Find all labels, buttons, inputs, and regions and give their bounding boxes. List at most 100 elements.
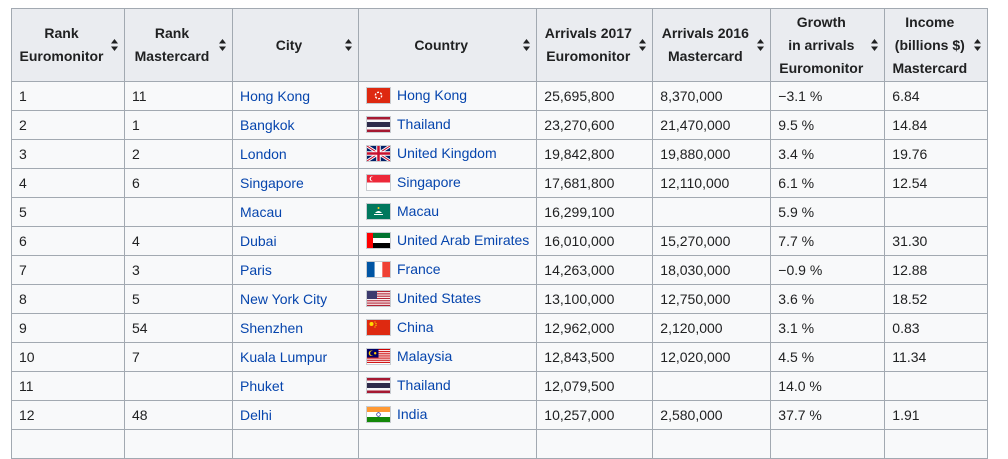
cell-growth: 4.5 % [770,342,886,372]
cell-value: 6.84 [892,88,920,104]
city-link[interactable]: Delhi [240,407,272,423]
country-link[interactable]: United Kingdom [397,145,497,161]
cell-value: 5 [132,291,140,307]
sort-icon[interactable] [344,38,353,52]
sort-icon[interactable] [973,38,982,52]
cell-rank-mc: 48 [124,400,233,430]
cell-country [357,429,538,459]
city-link[interactable]: London [240,146,287,162]
cell-income: 11.34 [884,342,989,372]
cell-city: Bangkok [232,110,359,140]
us-flag-icon [366,289,391,307]
th-flag-icon [366,115,391,133]
sort-icon[interactable] [522,38,531,52]
country-link[interactable]: Malaysia [397,348,453,364]
country-link[interactable]: China [397,319,434,335]
cell-value: 1 [19,88,27,104]
country-cell-content: Macau [366,202,440,220]
column-header-arrivals-2016[interactable]: Arrivals 2016 Mastercard [652,8,772,82]
mo-flag-icon [366,202,391,220]
column-header-rank-mastercard[interactable]: Rank Mastercard [124,8,233,82]
cell-growth: 3.1 % [770,313,886,343]
uk-flag-icon [366,144,391,162]
sort-icon[interactable] [756,38,765,52]
country-link[interactable]: United Arab Emirates [397,232,530,248]
sg-flag-icon [366,173,391,191]
column-header-label: Growth [796,13,846,30]
cell-value: 2 [132,146,140,162]
cell-value: 2 [19,117,27,133]
cell-arr2017: 14,263,000 [536,255,654,285]
column-header-city[interactable]: City [232,8,359,82]
table-row: 12 48 Delhi India 10,257,000 2,580,000 37.7 % 1… [11,400,989,430]
city-link[interactable]: Kuala Lumpur [240,349,328,365]
cell-rank-mc: 1 [124,110,233,140]
city-link[interactable]: Macau [240,204,283,220]
country-cell-content: United States [366,289,482,307]
cell-value: 12,843,500 [544,349,615,365]
table-row: 9 54 Shenzhen China 12,962,000 2,120,000 3.1 %… [11,313,989,343]
column-header-rank-euromonitor[interactable]: Rank Euromonitor [11,8,125,82]
country-link[interactable]: Macau [397,203,440,219]
column-header-growth[interactable]: Growth in arrivals Euromonitor [770,8,886,82]
cell-value: 3 [132,262,140,278]
country-cell-content: United Arab Emirates [366,231,530,249]
cell-value: 7 [132,349,140,365]
cell-income: 0.83 [884,313,989,343]
city-link[interactable]: Bangkok [240,117,295,133]
cell-city: New York City [232,284,359,314]
cell-city [232,429,359,459]
hk-flag-icon [366,86,391,104]
cell-rank-euro: 5 [11,197,125,227]
cell-value: 14.0 % [778,378,822,394]
cell-value: 16,010,000 [544,233,615,249]
cell-arr2016: 2,120,000 [652,313,772,343]
cell-rank-mc: 2 [124,139,233,169]
table-row: 11 Phuket Thailand 12,079,500 14.0 % [11,371,989,401]
city-link[interactable]: Shenzhen [240,320,304,336]
sort-icon[interactable] [110,38,119,52]
city-link[interactable]: Paris [240,262,272,278]
column-header-income[interactable]: Income (billions $) Mastercard [884,8,989,82]
cell-country: France [357,255,538,285]
column-header-country[interactable]: Country [357,8,538,82]
column-header-arrivals-2017[interactable]: Arrivals 2017 Euromonitor [536,8,654,82]
cell-income: 19.76 [884,139,989,169]
cell-value: 31.30 [892,233,928,249]
cell-value: 25,695,800 [544,88,615,104]
city-link[interactable]: Singapore [240,175,304,191]
city-link[interactable]: Phuket [240,378,284,394]
cell-value: 12.88 [892,262,928,278]
city-link[interactable]: Hong Kong [240,88,311,104]
cell-value: 8 [19,291,27,307]
country-link[interactable]: France [397,261,441,277]
cell-rank-euro: 1 [11,81,125,111]
cell-growth: 6.1 % [770,168,886,198]
sort-icon[interactable] [870,38,879,52]
cell-value: 12 [19,407,35,423]
country-link[interactable]: Singapore [397,174,461,190]
city-link[interactable]: Dubai [240,233,277,249]
country-link[interactable]: Thailand [397,377,451,393]
cell-value: 12,750,000 [660,291,731,307]
city-link[interactable]: New York City [240,291,328,307]
country-link[interactable]: United States [397,290,482,306]
cell-value: 7 [19,262,27,278]
country-link[interactable]: Thailand [397,116,451,132]
cell-country: Thailand [357,110,538,140]
cell-arr2017: 12,962,000 [536,313,654,343]
country-link[interactable]: India [397,406,428,422]
column-header-label: Income [905,13,955,30]
cell-city: Paris [232,255,359,285]
cell-city: Phuket [232,371,359,401]
sort-icon[interactable] [218,38,227,52]
cities-table: Rank Euromonitor Rank Mastercard City Country… [11,8,989,459]
sort-icon[interactable] [638,38,647,52]
column-header-label: Arrivals 2017 [544,25,632,41]
th-flag-icon [366,376,391,394]
cell-value: 9 [19,320,27,336]
country-link[interactable]: Hong Kong [397,87,468,103]
cell-arr2016: 12,110,000 [652,168,772,198]
cell-rank-mc [124,197,233,227]
cell-income [884,429,989,459]
